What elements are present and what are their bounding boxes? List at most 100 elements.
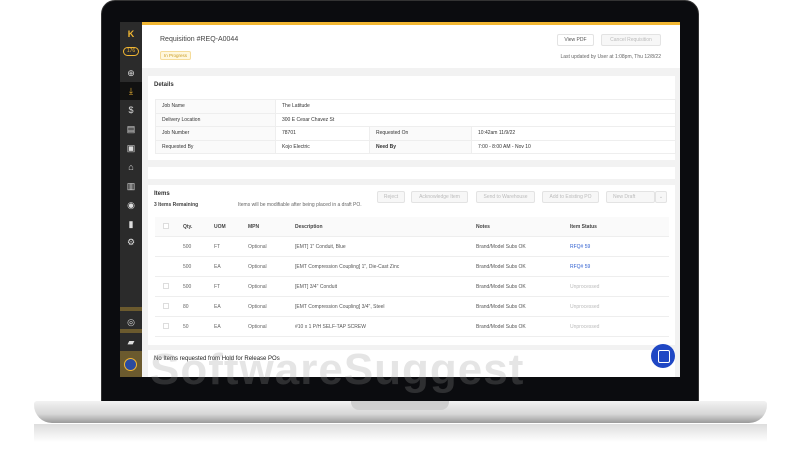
col-mpn: MPN xyxy=(248,224,260,230)
job-name-label: Job Name xyxy=(155,99,276,114)
col-notes: Notes xyxy=(476,224,490,230)
home-icon[interactable]: ⌂ xyxy=(128,162,134,172)
building-icon[interactable]: ▥ xyxy=(126,181,136,191)
uom: EA xyxy=(214,304,221,310)
need-by-value: 7:00 - 8:00 AM - Nov 10 xyxy=(471,139,676,154)
new-draft-button[interactable]: New Draft xyxy=(606,191,655,203)
row-checkbox[interactable] xyxy=(163,323,169,329)
table-row[interactable]: 500 FT Optional [EMT] 1" Conduit, Blue B… xyxy=(155,237,669,257)
row-checkbox[interactable] xyxy=(163,303,169,309)
items-remaining: 3 Items Remaining xyxy=(154,202,199,208)
sidebar-active xyxy=(120,82,142,100)
chart-icon[interactable]: ▮ xyxy=(128,219,134,229)
uom: EA xyxy=(214,264,221,270)
watermark: SoftwareSuggest xyxy=(150,345,525,394)
cancel-requisition-button[interactable]: Cancel Requisition xyxy=(601,34,661,46)
details-title: Details xyxy=(154,82,174,88)
uom: FT xyxy=(214,244,221,250)
download-icon[interactable]: ⤓ xyxy=(129,86,133,96)
accent-bar xyxy=(142,22,680,25)
notes: Brand/Model Subs OK xyxy=(476,264,526,270)
chat-launcher-button[interactable] xyxy=(651,344,675,368)
mpn: Optional xyxy=(248,304,267,310)
app-screen: K 176 ⊕ ⤓ $ ▤ ▣ ⌂ ▥ ◉ ▮ ⚙ ◎ ▰ Requisitio… xyxy=(120,22,680,377)
company-avatar[interactable] xyxy=(124,358,137,371)
requested-by-value: Kojo Electric xyxy=(275,139,370,154)
laptop-base xyxy=(34,401,767,423)
mpn: Optional xyxy=(248,284,267,290)
qty: 50 xyxy=(183,324,189,330)
main-content: Requisition #REQ-A0044 In Progress View … xyxy=(142,22,680,377)
description: [EMT Compression Coupling] 3/4", Steel xyxy=(295,304,385,310)
col-item-status: Item Status xyxy=(570,224,597,230)
col-description: Description xyxy=(295,224,323,230)
table-row[interactable]: 500 EA Optional [EMT Compression Couplin… xyxy=(155,257,669,277)
description: [EMT] 1" Conduit, Blue xyxy=(295,244,346,250)
item-status[interactable]: RFQ# 59 xyxy=(570,244,591,250)
row-checkbox[interactable] xyxy=(163,283,169,289)
select-all-checkbox[interactable] xyxy=(163,223,169,229)
mpn: Optional xyxy=(248,244,267,250)
divider xyxy=(120,307,142,311)
notes: Brand/Model Subs OK xyxy=(476,304,526,310)
view-pdf-button[interactable]: View PDF xyxy=(557,34,594,46)
qty: 500 xyxy=(183,284,192,290)
description: #10 x 1 P/H SELF-TAP SCREW xyxy=(295,324,366,330)
add-to-existing-po-button[interactable]: Add to Existing PO xyxy=(542,191,599,203)
mpn: Optional xyxy=(248,324,267,330)
item-status: Unprocessed xyxy=(570,284,600,290)
dollar-icon[interactable]: $ xyxy=(128,105,134,115)
qty: 500 xyxy=(183,244,192,250)
description: [EMT] 3/4" Conduit xyxy=(295,284,338,290)
mpn: Optional xyxy=(248,264,267,270)
acknowledge-item-button[interactable]: Acknowledge Item xyxy=(411,191,468,203)
item-status: Unprocessed xyxy=(570,304,600,310)
requested-on-value: 10:42am 11/9/22 xyxy=(471,126,676,141)
gear-icon[interactable]: ⚙ xyxy=(126,237,136,247)
notes: Brand/Model Subs OK xyxy=(476,284,526,290)
location-icon[interactable]: ◉ xyxy=(127,200,135,210)
table-row[interactable]: 80 EA Optional [EMT Compression Coupling… xyxy=(155,297,669,317)
uom: FT xyxy=(214,284,221,290)
status-badge: In Progress xyxy=(160,51,192,60)
hold-card: No Items requested from Hold for Release… xyxy=(148,350,675,377)
laptop-notch xyxy=(351,401,449,410)
job-number-value: 78701 xyxy=(275,126,370,141)
page-title: Requisition #REQ-A0044 xyxy=(160,36,239,43)
delivery-value: 300 E Cesar Chavez St xyxy=(275,112,676,127)
new-draft-dropdown[interactable]: ⌄ xyxy=(655,191,667,203)
qty: 500 xyxy=(183,264,192,270)
laptop-reflection xyxy=(34,424,767,442)
item-status[interactable]: RFQ# 59 xyxy=(570,264,591,270)
items-card: Items 3 Items Remaining Items will be mo… xyxy=(148,185,675,345)
notification-badge[interactable]: 176 xyxy=(123,47,139,56)
uom: EA xyxy=(214,324,221,330)
items-title: Items xyxy=(154,191,170,197)
user-icon[interactable]: ◎ xyxy=(127,317,135,327)
details-card: Details Job Name The Latitude Delivery Lo… xyxy=(148,76,676,160)
table-header: Qty. UOM MPN Description Notes Item Stat… xyxy=(155,217,669,237)
items-note: Items will be modifiable after being pla… xyxy=(238,202,362,208)
details-table: Job Name The Latitude Delivery Location 30… xyxy=(155,99,676,154)
col-qty: Qty. xyxy=(183,224,193,230)
send-to-warehouse-button[interactable]: Send to Warehouse xyxy=(476,191,535,203)
requested-by-label: Requested By xyxy=(155,139,276,154)
divider xyxy=(120,329,142,333)
plus-circle-icon[interactable]: ⊕ xyxy=(127,68,135,78)
notes: Brand/Model Subs OK xyxy=(476,244,526,250)
reject-button[interactable]: Reject xyxy=(377,191,405,203)
hold-text: No Items requested from Hold for Release… xyxy=(154,356,280,362)
last-updated: Last updated by User at 1:08pm, Thu 12/8… xyxy=(560,54,661,60)
save-icon[interactable]: ▣ xyxy=(126,143,136,153)
requested-on-label: Requested On xyxy=(369,126,472,141)
chat-icon[interactable]: ▰ xyxy=(127,337,135,347)
table-row[interactable]: 50 EA Optional #10 x 1 P/H SELF-TAP SCRE… xyxy=(155,317,669,337)
company-avatar-bg xyxy=(120,351,142,377)
table-row[interactable]: 500 FT Optional [EMT] 3/4" Conduit Brand… xyxy=(155,277,669,297)
header-card: Requisition #REQ-A0044 In Progress View … xyxy=(142,22,680,68)
documents-icon[interactable]: ▤ xyxy=(126,124,136,134)
item-status: Unprocessed xyxy=(570,324,600,330)
qty: 80 xyxy=(183,304,189,310)
k-logo-icon[interactable]: K xyxy=(127,29,135,39)
need-by-label: Need By xyxy=(369,139,472,154)
